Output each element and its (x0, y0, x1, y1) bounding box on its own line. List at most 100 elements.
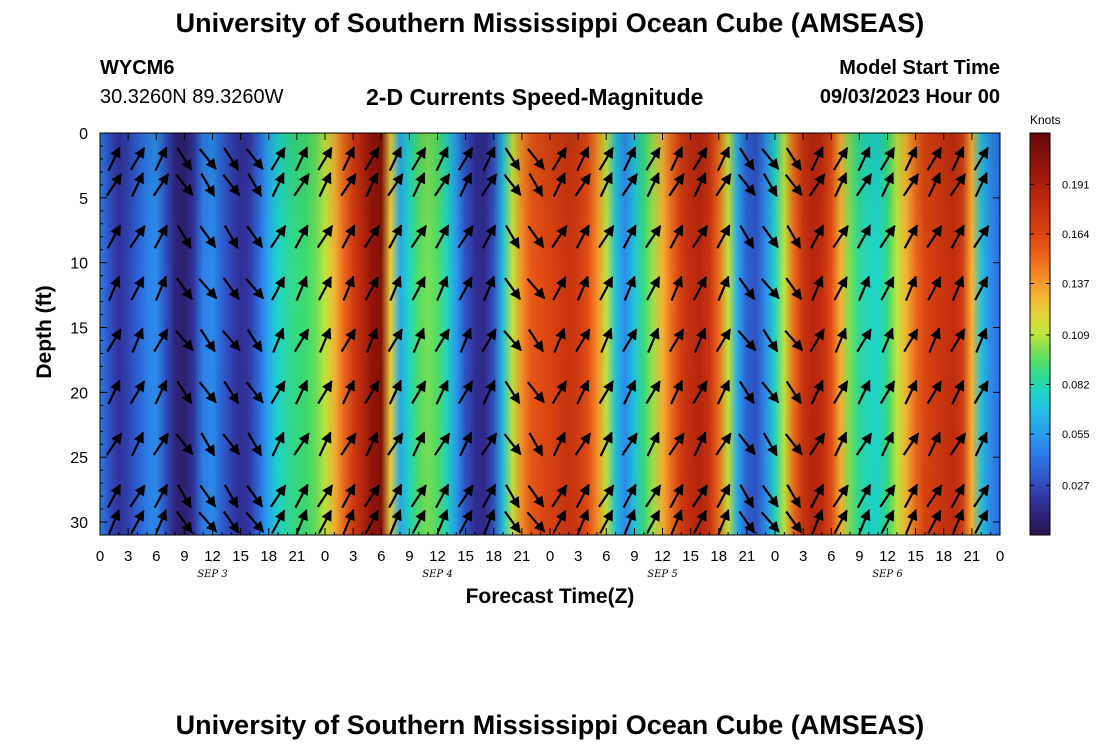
current-vector (153, 483, 169, 509)
current-vector (198, 148, 217, 170)
x-tick-label: 12 (204, 548, 221, 565)
current-vector (881, 431, 894, 457)
current-vector (131, 431, 144, 457)
current-vector (131, 327, 144, 353)
current-vector (106, 328, 122, 353)
current-vector (387, 173, 404, 197)
current-vector (526, 511, 546, 533)
current-vector (693, 172, 707, 198)
current-vector (810, 379, 824, 405)
current-vector (880, 276, 895, 301)
current-vector (245, 148, 264, 170)
heatmap-depth-shading (100, 133, 1000, 535)
current-vector (576, 379, 590, 405)
current-vector (457, 380, 474, 405)
current-vector (389, 508, 402, 535)
current-vector (670, 275, 683, 302)
current-vector (411, 509, 426, 535)
current-vector (365, 431, 379, 457)
current-vector (598, 146, 614, 171)
x-tick-label: 9 (180, 548, 188, 565)
colorbar-tick-label: 0.055 (1062, 429, 1090, 441)
current-vector (574, 432, 592, 456)
current-vector (904, 379, 918, 405)
current-vector (692, 509, 708, 535)
current-vector (576, 508, 590, 535)
current-vector (106, 483, 122, 509)
current-vector (316, 224, 334, 249)
x-tick-label: 15 (232, 548, 249, 565)
x-tick-label: 3 (124, 548, 132, 565)
current-vector (598, 484, 615, 508)
model-start-label: Model Start Time (839, 57, 1000, 79)
current-vector (623, 379, 637, 405)
current-vector (716, 224, 731, 249)
current-vector (130, 276, 145, 301)
current-vector (222, 510, 240, 534)
current-vector (505, 484, 520, 509)
current-vector (692, 146, 708, 171)
current-vector (388, 224, 403, 249)
current-vector (222, 174, 241, 196)
current-vector (295, 379, 309, 405)
current-vector (928, 327, 941, 353)
current-vector (858, 275, 871, 302)
x-tick-label: 0 (996, 548, 1004, 565)
current-vector (833, 509, 848, 535)
x-tick-label: 15 (457, 548, 474, 565)
current-vector (760, 511, 780, 533)
current-vector (528, 432, 544, 457)
current-vector (693, 431, 707, 457)
current-vector (483, 275, 496, 302)
current-vector (272, 327, 285, 353)
current-vector (951, 379, 965, 405)
current-vector (129, 380, 146, 405)
current-vector (717, 275, 730, 302)
x-tick-label: 0 (321, 548, 329, 565)
current-vector (692, 276, 708, 301)
current-vector (198, 381, 217, 404)
current-vector (739, 484, 755, 509)
current-vector (198, 511, 218, 533)
current-vector (762, 173, 778, 198)
colorbar-tick-label: 0.082 (1062, 379, 1090, 391)
current-vector (761, 484, 779, 508)
current-vector (365, 172, 379, 198)
current-vector (646, 509, 661, 535)
current-vector (199, 484, 217, 508)
current-vector (436, 275, 449, 302)
colorbar-unit-label: Knots (1030, 113, 1061, 127)
y-tick-label: 20 (70, 385, 88, 402)
current-vector (646, 172, 660, 198)
current-vector (926, 224, 943, 249)
colorbar-ticks: 0.027 0.055 0.082 0.109 0.137 0.164 0.191 (1030, 179, 1090, 492)
current-vector (246, 484, 264, 508)
current-vector (785, 147, 802, 171)
x-tick-label: 6 (827, 548, 835, 565)
current-vector (645, 380, 661, 405)
current-vector (504, 277, 521, 301)
current-vector (247, 432, 263, 457)
x-tick-label: 0 (771, 548, 779, 565)
current-vector (761, 225, 779, 249)
current-vector (527, 328, 544, 353)
current-vector (459, 172, 473, 198)
x-tick-label: 15 (907, 548, 924, 565)
current-vector (318, 431, 332, 457)
current-vector (553, 327, 566, 353)
current-vector (785, 510, 803, 534)
current-vector (737, 174, 756, 196)
current-vector (340, 173, 357, 197)
x-tick-label: 21 (964, 548, 981, 565)
current-vector (622, 224, 637, 249)
current-vector (528, 173, 544, 198)
current-vector (647, 327, 660, 353)
model-start-value: 09/03/2023 Hour 00 (819, 86, 1000, 108)
current-vector (738, 380, 755, 405)
current-vector (738, 147, 755, 171)
current-vector (503, 433, 522, 456)
current-vector (246, 225, 264, 249)
current-vector (881, 172, 894, 198)
current-vector (317, 509, 333, 535)
current-vector (833, 276, 848, 301)
